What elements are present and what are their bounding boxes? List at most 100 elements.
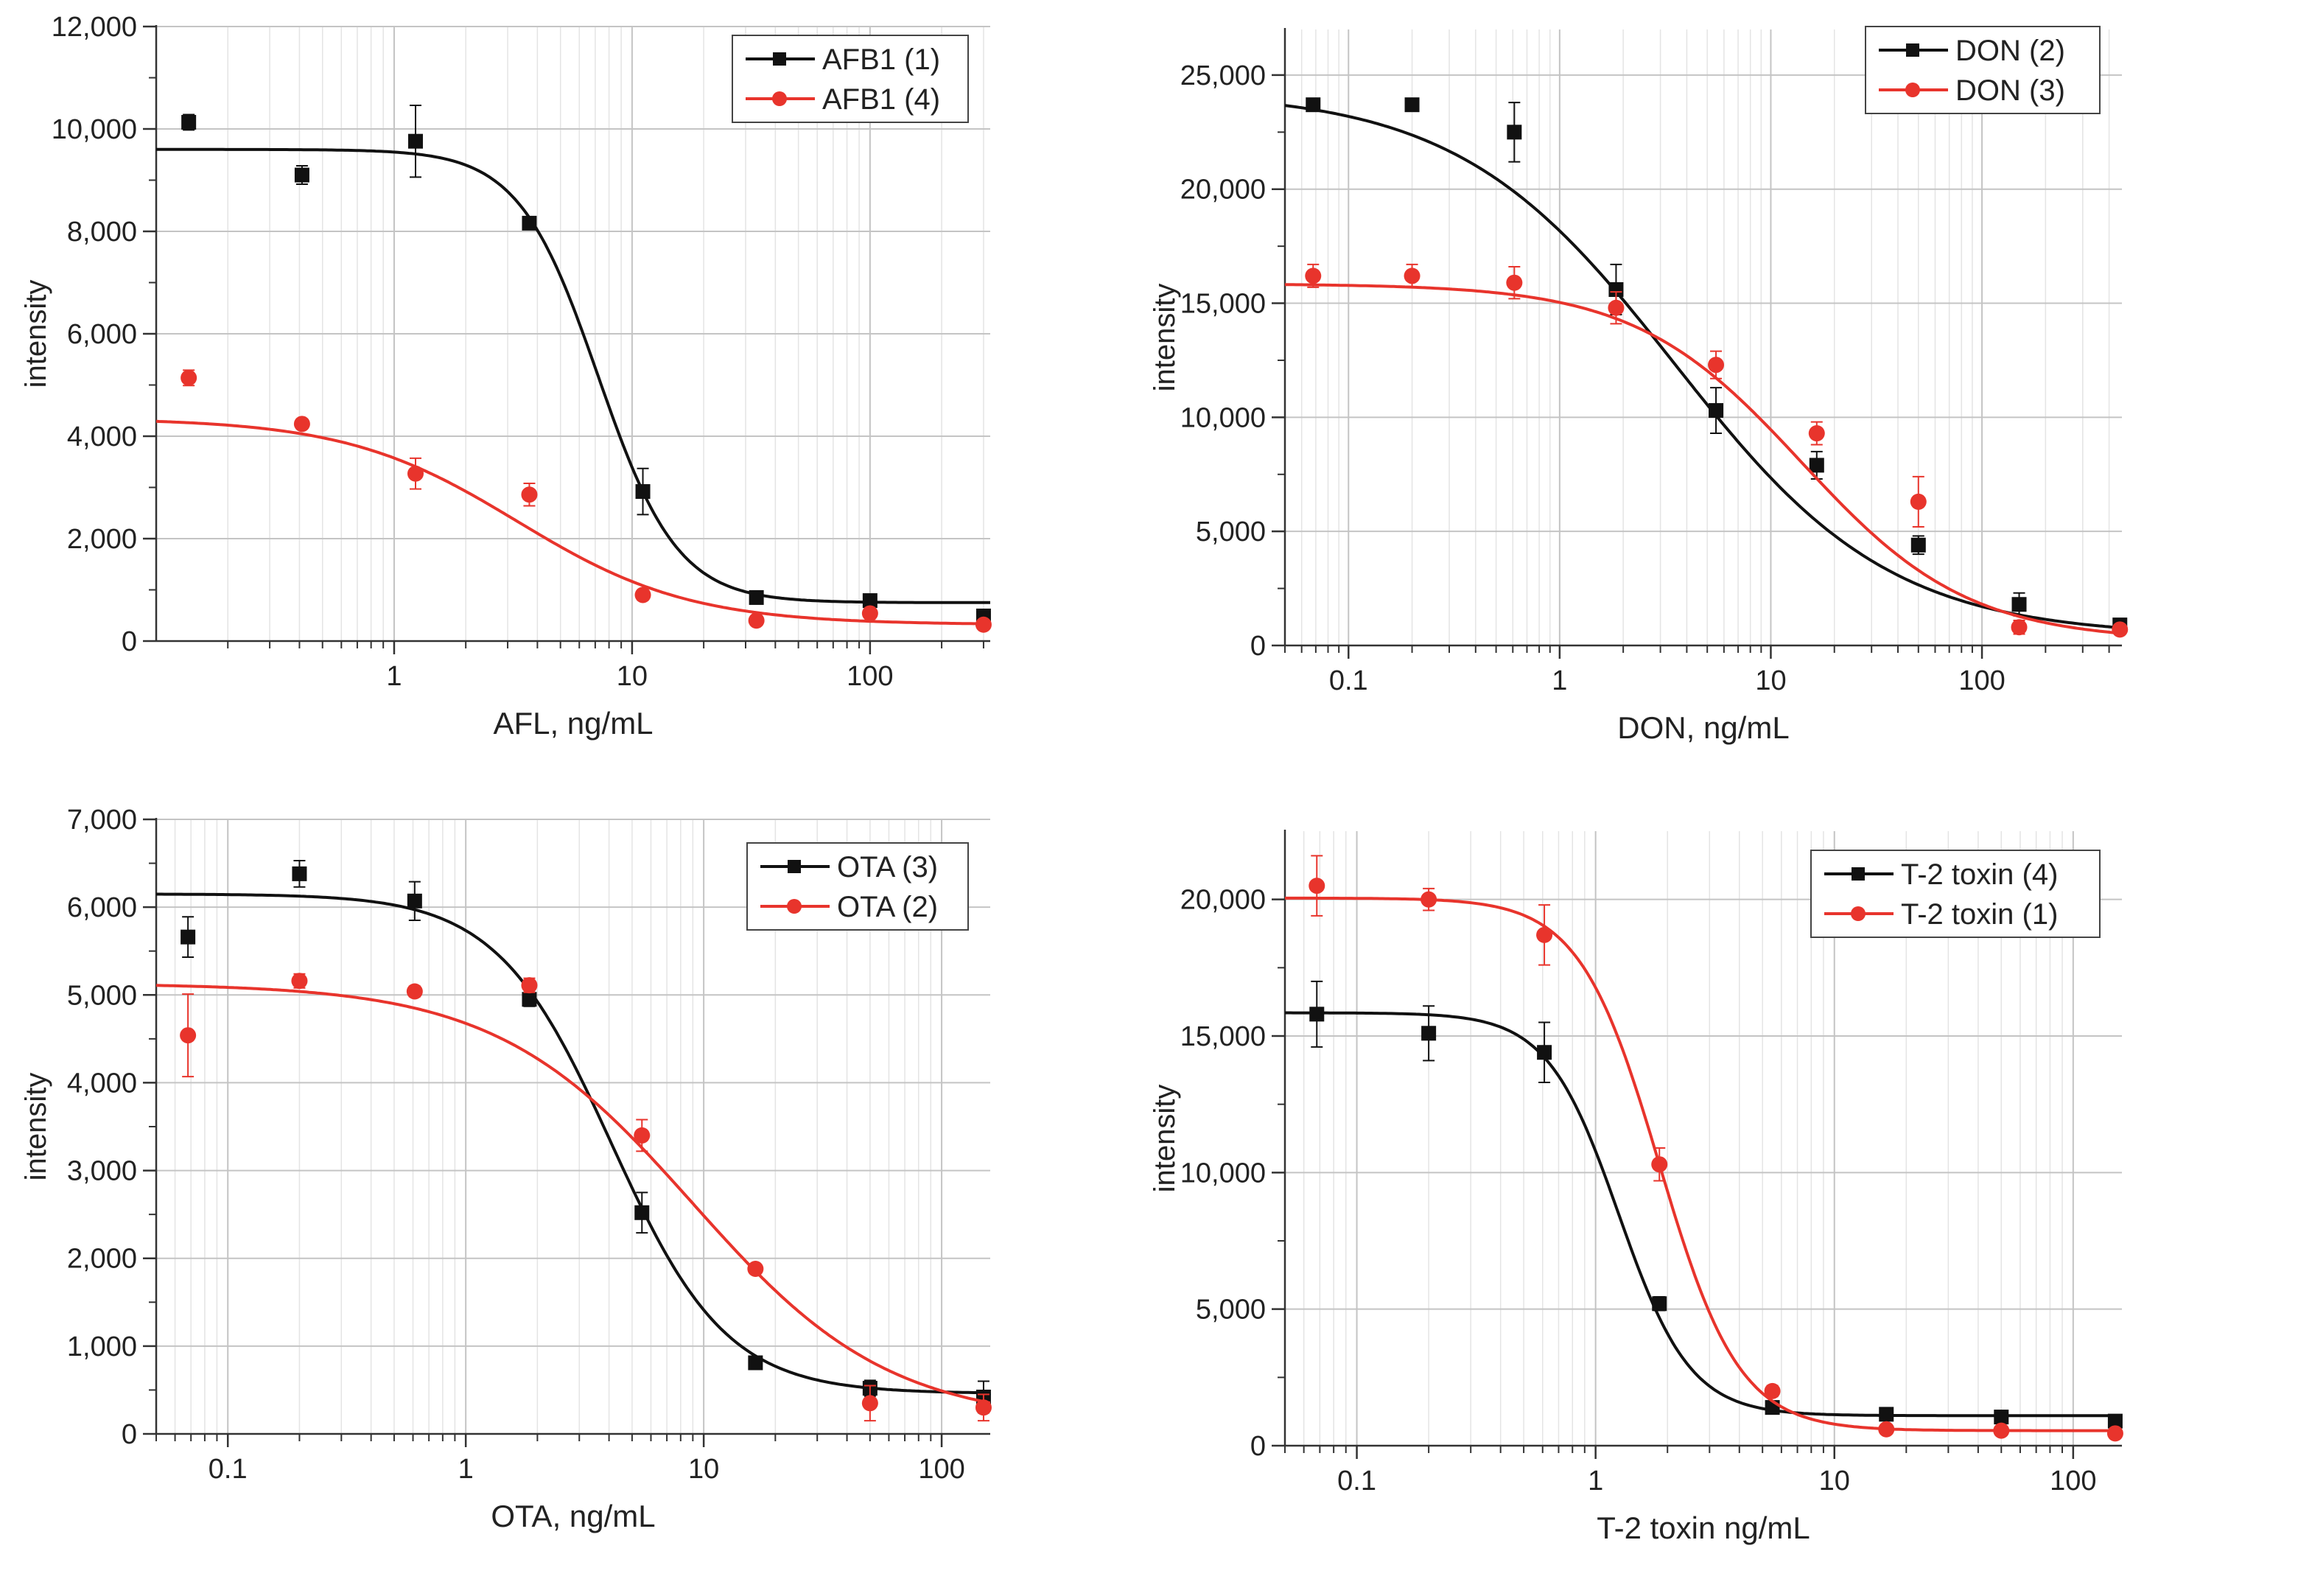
series-1	[1285, 980, 2123, 1429]
chart-panel-2: 0.1 1 10 100 0 5,000 10,000 15,000 20,000 25,000 D…	[1149, 26, 2129, 745]
fit-curve	[156, 419, 990, 626]
data-point	[1507, 125, 1522, 140]
legend-marker	[772, 91, 787, 106]
y-tick-label: 0	[122, 1419, 137, 1450]
y-tick-label: 10,000	[1180, 402, 1266, 433]
data-point	[975, 616, 992, 633]
y-tick-label: 5,000	[1196, 517, 1266, 547]
data-point	[521, 977, 538, 994]
legend-label: OTA (3)	[837, 851, 938, 883]
data-point	[1309, 1007, 1325, 1022]
legend: T-2 toxin (4) T-2 toxin (1)	[1810, 850, 2101, 938]
data-point	[861, 605, 878, 622]
data-point	[975, 1399, 992, 1416]
series-2	[1285, 855, 2123, 1442]
y-tick-label: 20,000	[1180, 175, 1266, 206]
y-axis-label: intensity	[1149, 284, 1181, 392]
data-point	[1764, 1382, 1781, 1399]
legend-marker	[788, 860, 801, 873]
data-point	[407, 893, 422, 909]
data-point	[634, 1205, 650, 1220]
legend-marker	[1905, 83, 1920, 97]
y-axis-label: intensity	[20, 280, 52, 388]
data-point	[2011, 619, 2028, 636]
x-tick-label: 10	[1755, 665, 1786, 696]
data-point	[1421, 891, 1437, 908]
series-2	[156, 369, 992, 633]
data-point	[180, 1027, 197, 1044]
y-tick-label: 0	[1250, 1431, 1266, 1462]
y-tick-label: 10,000	[52, 114, 137, 145]
data-point	[522, 992, 537, 1007]
legend: DON (2) DON (3)	[1865, 26, 2101, 114]
data-point	[522, 215, 537, 231]
legend-marker	[773, 52, 786, 66]
minor-gridlines	[1284, 29, 2110, 645]
data-point	[407, 133, 423, 149]
data-point	[1421, 1026, 1437, 1041]
y-tick-label: 4,000	[67, 1068, 137, 1099]
data-point	[1404, 267, 1421, 284]
data-point	[748, 1355, 763, 1371]
legend-box	[746, 842, 969, 931]
data-point	[748, 612, 765, 629]
legend-box	[1865, 26, 2101, 114]
x-tick-label: 100	[2050, 1466, 2096, 1497]
legend-label: T-2 toxin (1)	[1901, 898, 2058, 931]
data-point	[407, 465, 424, 482]
x-axis-label: T-2 toxin ng/mL	[1597, 1511, 1810, 1545]
data-point	[1709, 403, 1724, 419]
data-point	[1309, 878, 1325, 895]
series-1	[156, 105, 991, 623]
legend-marker	[1851, 906, 1866, 921]
x-tick-label: 1	[1588, 1466, 1603, 1497]
data-point	[1536, 926, 1553, 943]
x-tick-label: 0.1	[1337, 1466, 1376, 1497]
data-point	[1608, 299, 1625, 316]
y-tick-label: 2,000	[67, 524, 137, 555]
data-point	[1608, 281, 1624, 297]
fit-curve	[156, 984, 990, 1404]
y-tick-label: 5,000	[1196, 1295, 1266, 1326]
fit-curve	[1285, 283, 2122, 635]
data-point	[1994, 1410, 2009, 1425]
fit-curve	[1285, 1011, 2122, 1418]
data-point	[635, 484, 651, 500]
series-1	[156, 859, 991, 1414]
major-gridlines	[1285, 29, 2122, 646]
data-point	[2107, 1413, 2123, 1429]
data-point	[291, 973, 308, 990]
y-tick-label: 2,000	[67, 1244, 137, 1275]
legend-marker	[1906, 43, 1919, 57]
y-tick-label: 5,000	[67, 980, 137, 1011]
x-tick-label: 10	[688, 1454, 719, 1485]
data-point	[1537, 1045, 1552, 1060]
x-tick-label: 1	[458, 1454, 474, 1485]
legend-label: AFB1 (1)	[822, 43, 940, 76]
x-tick-label: 100	[1958, 665, 2005, 696]
chart-panel-3: 0.1 1 10 100 0 1,000 2,000 3,000 4,000 5,000 6,000…	[20, 805, 992, 1533]
series-2	[1285, 263, 2129, 638]
data-point	[634, 1127, 651, 1144]
minor-gridlines	[155, 819, 932, 1434]
y-axis-label: intensity	[20, 1073, 52, 1181]
x-axis-label: OTA, ng/mL	[491, 1499, 655, 1533]
chart-panel-1: 1 10 100 0 2,000 4,000 6,000 8,000 10,000 12,000 A…	[20, 12, 992, 741]
series-1	[1285, 97, 2128, 633]
y-tick-label: 3,000	[67, 1156, 137, 1187]
data-point	[406, 983, 423, 1000]
data-point	[1993, 1422, 2010, 1439]
data-point	[1305, 267, 1322, 284]
legend-label: T-2 toxin (4)	[1901, 858, 2058, 891]
legend: OTA (3) OTA (2)	[746, 842, 969, 931]
legend-box	[732, 35, 969, 123]
data-point	[1306, 97, 1321, 113]
y-tick-label: 12,000	[52, 12, 137, 43]
fit-curve	[1285, 896, 2122, 1432]
y-tick-label: 20,000	[1180, 885, 1266, 916]
data-point	[1808, 425, 1825, 442]
legend-label: DON (3)	[1955, 74, 2065, 107]
legend-label: DON (2)	[1955, 35, 2065, 67]
y-tick-label: 15,000	[1180, 289, 1266, 320]
